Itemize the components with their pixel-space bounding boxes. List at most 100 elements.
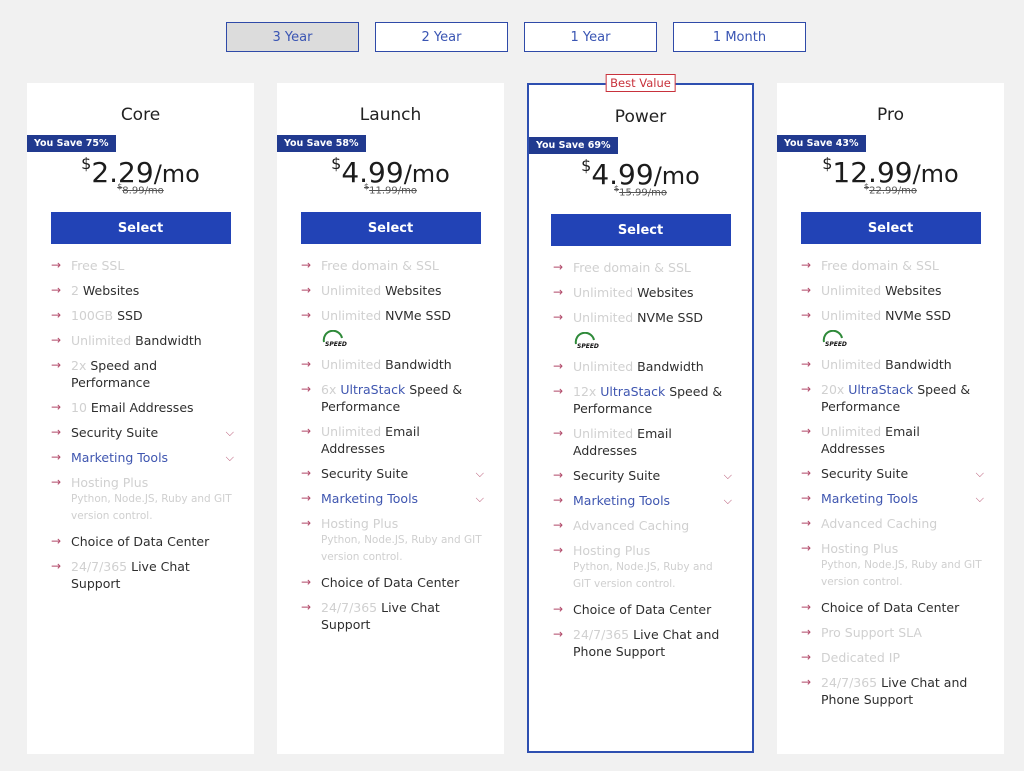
chevron-down-icon[interactable]: ⌵ bbox=[975, 492, 984, 505]
feature-item: → Unlimited Websites bbox=[801, 282, 984, 299]
feature-text: NVMe SSD bbox=[881, 308, 952, 323]
term-1-month[interactable]: 1 Month bbox=[673, 22, 806, 52]
feature-text: Live Chat Support bbox=[71, 559, 190, 591]
select-button-pro[interactable]: Select bbox=[800, 212, 981, 244]
arrow-icon: → bbox=[553, 310, 564, 324]
arrow-icon: → bbox=[801, 357, 812, 371]
price-period: /mo bbox=[153, 160, 200, 188]
feature-item: → 100GB SSD bbox=[51, 307, 234, 324]
arrow-icon: → bbox=[51, 475, 62, 489]
arrow-icon: → bbox=[51, 450, 62, 464]
feature-item: → 24/7/365 Live Chat and Phone Support bbox=[801, 674, 984, 708]
arrow-icon: → bbox=[801, 466, 812, 480]
feature-item: → 2 Websites bbox=[51, 282, 234, 299]
feature-subtext: Python, Node.JS, Ruby and GIT version co… bbox=[821, 559, 982, 588]
plan-name: Pro bbox=[877, 105, 904, 125]
feature-link[interactable]: Marketing Tools bbox=[71, 450, 169, 465]
feature-item: → Unlimited Bandwidth bbox=[301, 356, 484, 373]
feature-list: → Free domain & SSL → Unlimited Websites → Un… bbox=[277, 244, 504, 661]
feature-highlight: Free domain & SSL bbox=[321, 258, 439, 273]
arrow-icon: → bbox=[553, 359, 564, 373]
feature-item: → Unlimited NVMe SSD SPEED bbox=[301, 307, 484, 348]
price-period: /mo bbox=[653, 162, 700, 190]
chevron-down-icon[interactable]: ⌵ bbox=[475, 492, 484, 505]
feature-highlight: Unlimited bbox=[321, 308, 382, 323]
feature-highlight: Hosting Plus bbox=[321, 516, 399, 531]
arrow-icon: → bbox=[51, 283, 62, 297]
feature-highlight: Free domain & SSL bbox=[573, 260, 691, 275]
feature-item: → Unlimited Email Addresses bbox=[553, 425, 732, 459]
original-currency: $ bbox=[614, 184, 620, 193]
chevron-down-icon[interactable]: ⌵ bbox=[225, 451, 234, 464]
select-button-launch[interactable]: Select bbox=[300, 212, 481, 244]
feature-link[interactable]: Marketing Tools bbox=[321, 491, 419, 506]
arrow-icon: → bbox=[553, 468, 564, 482]
arrow-icon: → bbox=[801, 650, 812, 664]
feature-highlight: Unlimited bbox=[821, 283, 882, 298]
arrow-icon: → bbox=[801, 625, 812, 639]
arrow-icon: → bbox=[801, 541, 812, 555]
select-button-power[interactable]: Select bbox=[550, 214, 731, 246]
arrow-icon: → bbox=[301, 516, 312, 530]
feature-highlight: 6x bbox=[321, 382, 341, 397]
chevron-down-icon[interactable]: ⌵ bbox=[723, 469, 732, 482]
feature-link[interactable]: UltraStack bbox=[340, 382, 406, 397]
save-badge: You Save 58% bbox=[277, 135, 366, 152]
svg-text:SPEED: SPEED bbox=[577, 343, 599, 350]
feature-highlight: Free SSL bbox=[71, 258, 125, 273]
arrow-icon: → bbox=[301, 258, 312, 272]
term-3-year[interactable]: 3 Year bbox=[226, 22, 359, 52]
feature-highlight: 24/7/365 bbox=[821, 675, 878, 690]
feature-item[interactable]: → Marketing Tools ⌵ bbox=[801, 490, 984, 507]
chevron-down-icon[interactable]: ⌵ bbox=[975, 467, 984, 480]
feature-item: → Choice of Data Center bbox=[553, 601, 732, 618]
feature-item: → Choice of Data Center bbox=[801, 599, 984, 616]
plan-price: $12.99/mo bbox=[777, 154, 1004, 190]
chevron-down-icon[interactable]: ⌵ bbox=[723, 494, 732, 507]
chevron-down-icon[interactable]: ⌵ bbox=[225, 426, 234, 439]
feature-item: → Hosting Plus Python, Node.JS, Ruby and G… bbox=[301, 515, 484, 566]
feature-item: → Unlimited Websites bbox=[301, 282, 484, 299]
chevron-down-icon[interactable]: ⌵ bbox=[475, 467, 484, 480]
feature-text: Speed & Performance bbox=[321, 382, 463, 414]
plan-card-core: Core You Save 75% $2.29/mo $8.99/mo Select → F… bbox=[27, 83, 254, 754]
feature-item[interactable]: → Security Suite ⌵ bbox=[553, 467, 732, 484]
feature-item: → Hosting Plus Python, Node.JS, Ruby and G… bbox=[801, 540, 984, 591]
feature-text: Websites bbox=[881, 283, 942, 298]
feature-link[interactable]: Marketing Tools bbox=[821, 491, 919, 506]
feature-link[interactable]: Marketing Tools bbox=[573, 493, 671, 508]
original-currency: $ bbox=[364, 182, 370, 191]
arrow-icon: → bbox=[301, 491, 312, 505]
feature-link[interactable]: UltraStack bbox=[848, 382, 914, 397]
arrow-icon: → bbox=[801, 675, 812, 689]
original-price: $15.99/mo bbox=[529, 184, 752, 198]
feature-highlight: 2 bbox=[71, 283, 79, 298]
term-1-year[interactable]: 1 Year bbox=[524, 22, 657, 52]
feature-highlight: Advanced Caching bbox=[821, 516, 938, 531]
feature-link[interactable]: UltraStack bbox=[600, 384, 666, 399]
feature-item[interactable]: → Marketing Tools ⌵ bbox=[301, 490, 484, 507]
original-amount: 8.99/mo bbox=[122, 185, 164, 197]
feature-item[interactable]: → Security Suite ⌵ bbox=[51, 424, 234, 441]
term-2-year[interactable]: 2 Year bbox=[375, 22, 508, 52]
original-amount: 15.99/mo bbox=[619, 187, 667, 199]
arrow-icon: → bbox=[301, 575, 312, 589]
feature-item: → Hosting Plus Python, Node.JS, Ruby and G… bbox=[553, 542, 732, 593]
arrow-icon: → bbox=[553, 260, 564, 274]
save-badge: You Save 43% bbox=[777, 135, 866, 152]
feature-item[interactable]: → Marketing Tools ⌵ bbox=[553, 492, 732, 509]
arrow-icon: → bbox=[51, 400, 62, 414]
original-amount: 22.99/mo bbox=[869, 185, 917, 197]
feature-highlight: Unlimited bbox=[573, 426, 634, 441]
feature-text: Email Addresses bbox=[321, 424, 420, 456]
feature-item[interactable]: → Security Suite ⌵ bbox=[301, 465, 484, 482]
feature-item[interactable]: → Security Suite ⌵ bbox=[801, 465, 984, 482]
feature-text: Choice of Data Center bbox=[71, 534, 210, 549]
select-button-core[interactable]: Select bbox=[50, 212, 231, 244]
feature-item[interactable]: → Marketing Tools ⌵ bbox=[51, 449, 234, 466]
arrow-icon: → bbox=[553, 627, 564, 641]
feature-subtext: Python, Node.JS, Ruby and GIT version co… bbox=[71, 493, 232, 522]
feature-text: Live Chat Support bbox=[321, 600, 440, 632]
speed-badge-icon: SPEED bbox=[574, 332, 599, 350]
feature-highlight: Dedicated IP bbox=[821, 650, 900, 665]
